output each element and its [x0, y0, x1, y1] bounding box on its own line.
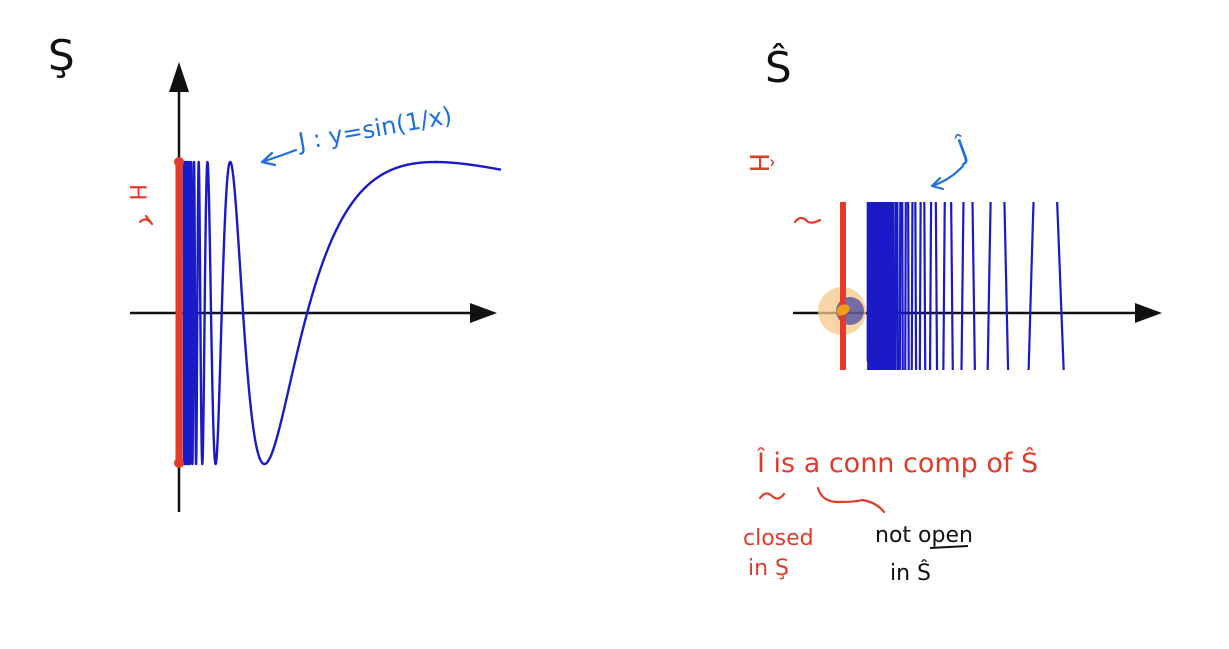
right-space-symbol: Ŝ [765, 42, 792, 92]
right-x-axis-arrowhead [1135, 303, 1162, 323]
left-x-axis-arrowhead [470, 303, 497, 323]
open-underline [929, 545, 969, 549]
left-segment-bottom-endpoint [174, 458, 184, 468]
right-curve-label-arrow [930, 164, 965, 191]
right-figure: Ŝ Ĵ Ĥ [743, 42, 1162, 370]
closed-label: closed [743, 526, 814, 551]
right-curve-label: Ĵ [951, 132, 973, 167]
notes: Î is a conn comp of Ŝ closed in Ş not op… [743, 447, 1038, 586]
right-point [836, 304, 850, 316]
left-curve-label: J : y=sin(1/x) [294, 101, 454, 156]
closed-brace [758, 492, 786, 500]
statement-text: Î is a conn comp of Ŝ [756, 447, 1038, 479]
left-curve-label-arrow [260, 148, 298, 167]
not-open-label: not open [875, 523, 973, 548]
left-segment-label: H [124, 184, 149, 201]
closed-in-label: in Ş [748, 556, 789, 581]
not-open-in-label: in Ŝ [890, 560, 931, 586]
left-sin-curve [182, 160, 503, 466]
left-y-axis-arrowhead [169, 62, 189, 92]
left-figure: Ş J : y=sin(1/x) H [48, 31, 503, 512]
right-segment-label: Ĥ [743, 153, 775, 173]
not-open-brace [816, 486, 886, 514]
left-segment-label-arrow [138, 214, 154, 226]
left-space-symbol: Ş [48, 31, 75, 80]
right-segment-label-arrow [793, 216, 822, 224]
left-segment-top-endpoint [174, 157, 184, 167]
